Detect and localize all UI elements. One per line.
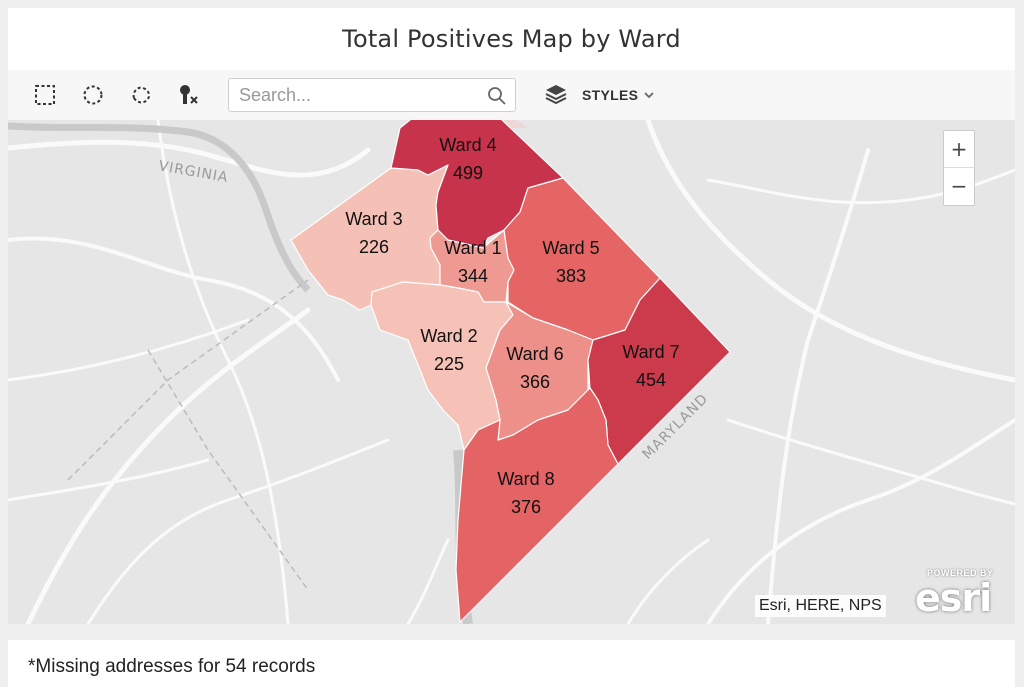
map-toolbar: STYLES bbox=[8, 70, 1015, 120]
clear-selection-icon[interactable] bbox=[176, 82, 202, 108]
styles-dropdown[interactable]: STYLES bbox=[582, 84, 654, 106]
ward-6-value: 366 bbox=[520, 372, 550, 392]
basemap-roads bbox=[8, 120, 1015, 624]
zoom-in-button[interactable]: + bbox=[950, 137, 968, 161]
search-icon[interactable] bbox=[487, 86, 507, 106]
ward-4-value: 499 bbox=[453, 163, 483, 183]
ward-1-name: Ward 1 bbox=[444, 238, 501, 258]
footer-note-panel: *Missing addresses for 54 records bbox=[8, 640, 1015, 687]
map-canvas: VIRGINIA MARYLAND Ward 4 499 Ward 3 22 bbox=[8, 120, 1015, 624]
potomac-river bbox=[8, 122, 311, 293]
chevron-down-icon bbox=[644, 92, 654, 99]
missing-records-note: *Missing addresses for 54 records bbox=[28, 656, 316, 677]
zoom-divider bbox=[944, 167, 974, 168]
esri-wordmark: esri bbox=[915, 576, 992, 620]
ward-6-name: Ward 6 bbox=[506, 344, 563, 364]
layers-icon[interactable] bbox=[544, 82, 568, 106]
ward-7-name: Ward 7 bbox=[622, 342, 679, 362]
ward-labels: Ward 4 499 Ward 3 226 Ward 1 344 Ward 5 … bbox=[345, 135, 679, 517]
search-box bbox=[228, 78, 516, 112]
esri-powered-by: POWERED BY bbox=[927, 568, 994, 578]
ward-8-region[interactable] bbox=[455, 387, 619, 623]
lasso-select-icon[interactable] bbox=[128, 82, 154, 108]
ward-3-value: 226 bbox=[359, 237, 389, 257]
styles-label: STYLES bbox=[582, 87, 639, 103]
state-boundary bbox=[67, 279, 309, 481]
ward-5-name: Ward 5 bbox=[542, 238, 599, 258]
map-view[interactable]: VIRGINIA MARYLAND Ward 4 499 Ward 3 22 bbox=[8, 120, 1015, 624]
ward-2-name: Ward 2 bbox=[420, 326, 477, 346]
dashboard-panel: Total Positives Map by Ward STYLES bbox=[8, 8, 1015, 624]
esri-logo[interactable]: POWERED BY esri bbox=[913, 566, 1005, 620]
rectangle-select-icon[interactable] bbox=[32, 82, 58, 108]
ward-2-value: 225 bbox=[434, 354, 464, 374]
circle-select-icon[interactable] bbox=[80, 82, 106, 108]
ward-1-value: 344 bbox=[458, 266, 488, 286]
zoom-out-button[interactable]: − bbox=[950, 174, 968, 198]
search-input[interactable] bbox=[229, 79, 479, 111]
map-attribution: Esri, HERE, NPS bbox=[755, 595, 886, 617]
ward-4-name: Ward 4 bbox=[439, 135, 496, 155]
ward-3-name: Ward 3 bbox=[345, 209, 402, 229]
ward-5-value: 383 bbox=[556, 266, 586, 286]
ward-8-name: Ward 8 bbox=[497, 469, 554, 489]
ward-8-value: 376 bbox=[511, 497, 541, 517]
page-title: Total Positives Map by Ward bbox=[342, 25, 681, 53]
ward-7-value: 454 bbox=[636, 370, 666, 390]
title-bar: Total Positives Map by Ward bbox=[8, 8, 1015, 70]
state-boundary-2 bbox=[147, 349, 309, 591]
zoom-control: + − bbox=[943, 130, 975, 206]
